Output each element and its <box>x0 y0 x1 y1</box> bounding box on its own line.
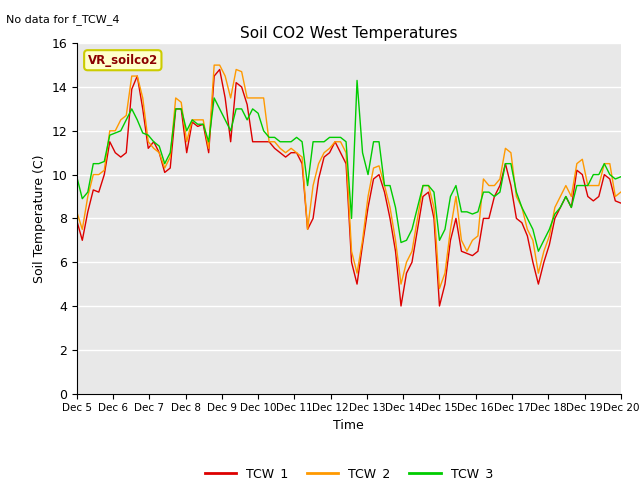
TCW_2 <box>436 286 444 291</box>
TCW_3 <box>358 150 366 156</box>
Text: VR_soilco2: VR_soilco2 <box>88 54 158 67</box>
Title: Soil CO2 West Temperatures: Soil CO2 West Temperatures <box>240 25 458 41</box>
TCW_2 <box>403 259 410 265</box>
TCW_1 <box>73 218 81 224</box>
TCW_2 <box>211 62 218 68</box>
TCW_1 <box>600 172 608 178</box>
TCW_2 <box>600 161 608 167</box>
TCW_3 <box>584 183 591 189</box>
TCW_1 <box>177 106 185 112</box>
TCW_3 <box>600 161 608 167</box>
TCW_1 <box>358 242 366 248</box>
TCW_2 <box>358 238 366 243</box>
TCW_3 <box>199 121 207 127</box>
TCW_1 <box>199 121 207 127</box>
TCW_3 <box>73 174 81 180</box>
Line: TCW_3: TCW_3 <box>77 81 621 251</box>
TCW_3 <box>534 248 542 254</box>
TCW_3 <box>617 174 625 180</box>
TCW_1 <box>408 259 416 265</box>
Text: No data for f_TCW_4: No data for f_TCW_4 <box>6 14 120 25</box>
TCW_1 <box>584 193 591 199</box>
TCW_3 <box>403 238 410 243</box>
TCW_1 <box>397 303 405 309</box>
TCW_2 <box>73 209 81 215</box>
TCW_1 <box>216 67 223 72</box>
TCW_3 <box>353 78 361 84</box>
X-axis label: Time: Time <box>333 419 364 432</box>
TCW_1 <box>617 200 625 206</box>
TCW_2 <box>177 99 185 105</box>
TCW_2 <box>617 189 625 195</box>
Line: TCW_2: TCW_2 <box>77 65 621 288</box>
Line: TCW_1: TCW_1 <box>77 70 621 306</box>
Legend: TCW_1, TCW_2, TCW_3: TCW_1, TCW_2, TCW_3 <box>200 462 498 480</box>
TCW_2 <box>584 183 591 189</box>
Y-axis label: Soil Temperature (C): Soil Temperature (C) <box>33 154 45 283</box>
TCW_3 <box>177 106 185 112</box>
TCW_2 <box>199 117 207 123</box>
